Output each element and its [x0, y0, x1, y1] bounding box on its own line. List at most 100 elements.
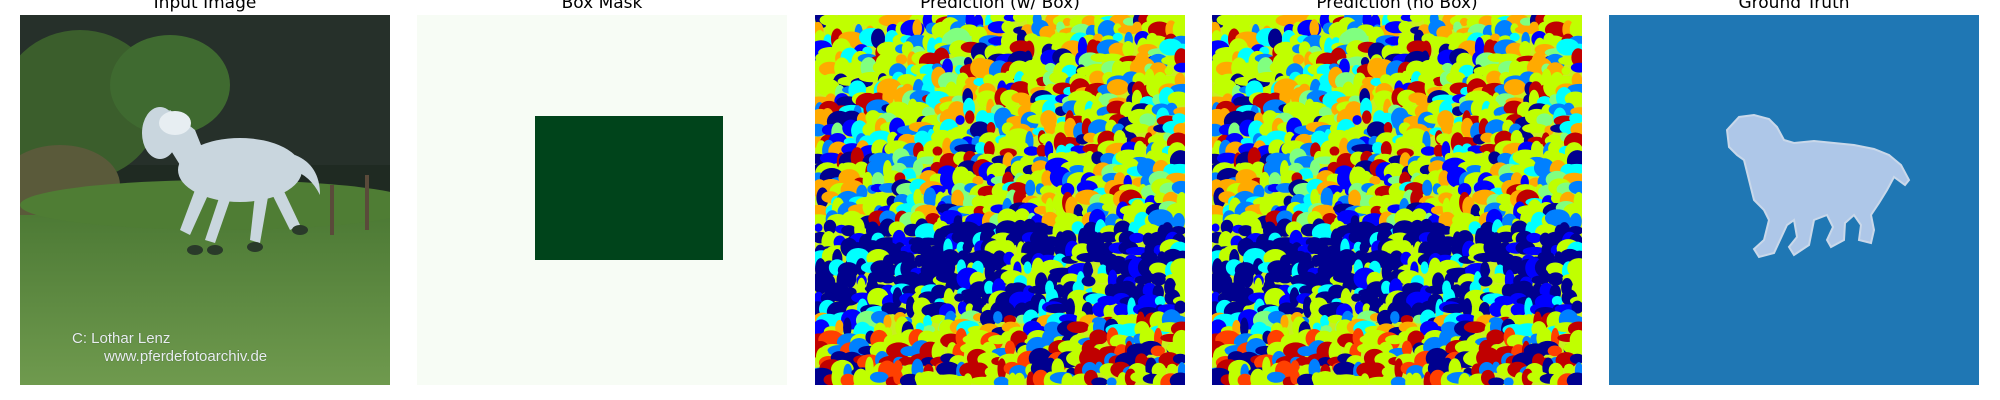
- segment-blob: [1238, 225, 1254, 237]
- segment-blob: [1262, 85, 1272, 96]
- segment-blob: [1420, 261, 1429, 274]
- segment-blob: [1150, 345, 1166, 357]
- segment-blob: [1526, 232, 1542, 243]
- segment-blob: [1172, 353, 1185, 364]
- segment-blob: [1062, 17, 1072, 27]
- segment-blob: [1309, 159, 1321, 176]
- segment-blob: [1033, 205, 1050, 215]
- segment-blob: [955, 115, 965, 125]
- segment-blob: [1172, 213, 1185, 230]
- segment-blob: [1061, 372, 1074, 385]
- segment-blob: [969, 362, 989, 379]
- segment-blob: [901, 285, 917, 296]
- panel-title-box-mask: Box Mask: [561, 0, 643, 13]
- segment-blob: [1509, 32, 1520, 42]
- panel-title-prediction-no-box: Prediction (no Box): [1316, 0, 1478, 13]
- segment-blob: [1442, 303, 1467, 314]
- photo-credit-url: www.pferdefotoarchiv.de: [104, 348, 268, 365]
- segment-blob: [869, 130, 892, 145]
- segment-blob: [1216, 152, 1239, 165]
- segment-blob: [1039, 133, 1056, 145]
- segmentation-map: [1212, 15, 1582, 385]
- segment-blob: [880, 273, 896, 284]
- segment-blob: [984, 260, 995, 283]
- segment-blob: [993, 376, 1010, 385]
- segment-blob: [1529, 21, 1540, 34]
- segment-blob: [840, 373, 856, 385]
- segment-blob: [1169, 372, 1185, 385]
- segment-blob: [1383, 121, 1393, 135]
- segment-blob: [1446, 71, 1466, 84]
- segment-blob: [1381, 260, 1392, 283]
- segment-blob: [1351, 144, 1378, 154]
- segment-blob: [835, 320, 844, 336]
- segment-blob: [1398, 20, 1412, 34]
- segment-blob: [1381, 280, 1392, 295]
- segment-blob: [819, 152, 842, 165]
- segment-blob: [1294, 74, 1315, 88]
- segment-blob: [1488, 284, 1506, 295]
- segment-blob: [1458, 372, 1471, 385]
- segment-blob: [1060, 182, 1075, 197]
- segment-blob: [923, 187, 937, 209]
- segment-blob: [940, 168, 956, 190]
- segment-blob: [1171, 180, 1185, 195]
- segment-blob: [1390, 311, 1400, 324]
- segment-blob: [1232, 320, 1241, 336]
- segment-blob: [1212, 282, 1223, 295]
- segment-blob: [1438, 170, 1450, 188]
- segment-blob: [1125, 123, 1151, 134]
- segment-blob: [1237, 373, 1253, 385]
- segment-blob: [1058, 314, 1079, 323]
- segment-blob: [1566, 372, 1582, 385]
- segment-blob: [1172, 19, 1185, 39]
- segment-blob: [1091, 284, 1109, 295]
- segment-blob: [1488, 377, 1505, 385]
- segment-blob: [1039, 239, 1055, 260]
- segment-blob: [1101, 203, 1114, 212]
- segment-blob: [895, 54, 908, 65]
- segment-blob: [1390, 376, 1407, 385]
- segment-blob: [1359, 241, 1370, 254]
- segment-blob: [993, 311, 1003, 324]
- segment-blob: [1568, 180, 1582, 195]
- segment-blob: [983, 141, 995, 158]
- segment-blob: [1570, 107, 1582, 116]
- segment-blob: [1503, 377, 1514, 385]
- segment-blob: [1066, 321, 1090, 334]
- segment-blob: [957, 301, 968, 315]
- segment-blob: [1103, 304, 1113, 319]
- segment-blob: [1433, 144, 1444, 158]
- segment-blob: [1041, 170, 1053, 188]
- segment-blob: [1280, 314, 1289, 330]
- segment-blob: [1524, 297, 1533, 319]
- segment-blob: [983, 74, 995, 86]
- segment-blob: [972, 175, 984, 186]
- segment-blob: [1536, 113, 1553, 127]
- segment-blob: [844, 267, 857, 288]
- segment-blob: [1167, 163, 1185, 174]
- segment-blob: [1351, 293, 1362, 302]
- segment-blob: [1166, 341, 1185, 355]
- segment-blob: [1313, 270, 1335, 288]
- gt-horse-silhouette: [1725, 113, 1911, 259]
- segment-blob: [1486, 70, 1503, 87]
- segment-blob: [1348, 189, 1362, 209]
- segment-blob: [1342, 259, 1353, 276]
- segment-blob: [1496, 193, 1514, 206]
- segment-blob: [1129, 232, 1145, 243]
- segment-blob: [1113, 303, 1130, 317]
- segment-blob: [955, 328, 967, 348]
- segment-blob: [862, 123, 875, 137]
- segment-blob: [1004, 340, 1016, 357]
- segment-blob: [912, 19, 922, 37]
- segment-blob: [815, 282, 826, 295]
- segment-blob: [1065, 298, 1075, 319]
- segment-blob: [1106, 377, 1117, 385]
- segment-blob: [1112, 32, 1123, 42]
- segment-blob: [1241, 267, 1254, 288]
- segment-blob: [1547, 272, 1565, 286]
- segment-blob: [1569, 19, 1582, 39]
- segment-blob: [1174, 48, 1185, 67]
- segment-blob: [1564, 91, 1582, 106]
